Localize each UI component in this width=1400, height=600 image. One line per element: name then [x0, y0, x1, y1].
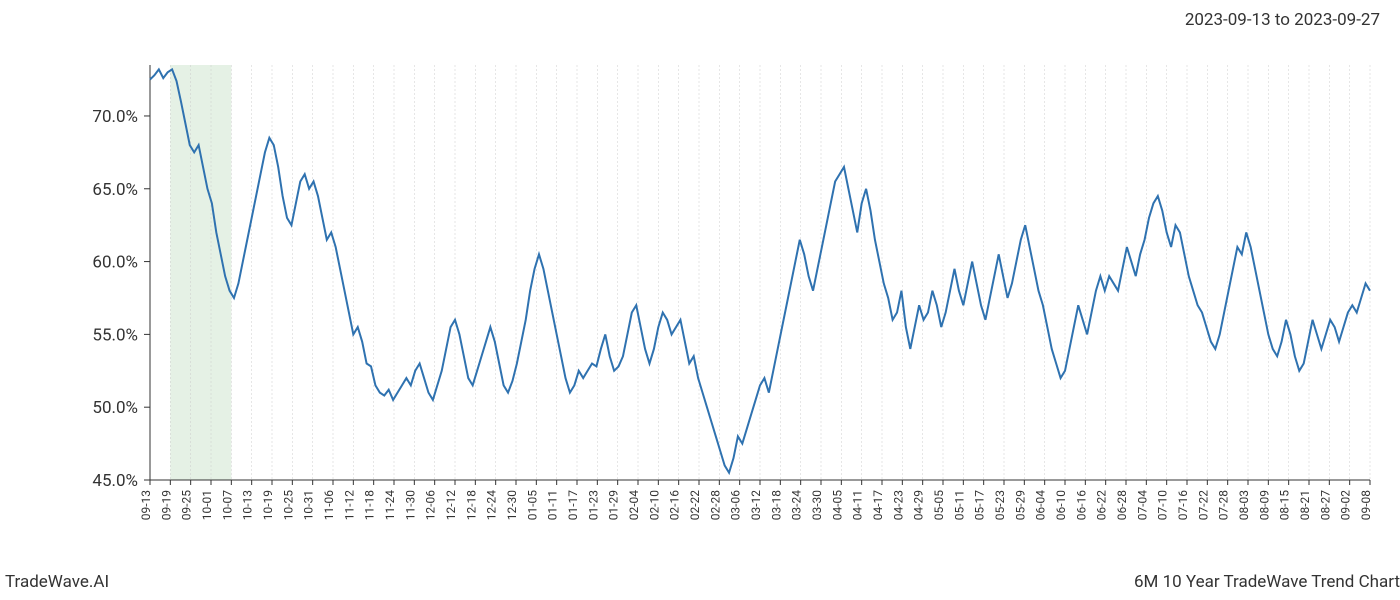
- footer-brand: TradeWave.AI: [5, 572, 109, 592]
- x-axis-label: 07-04: [1135, 490, 1149, 521]
- x-axis-label: 06-28: [1115, 490, 1129, 521]
- x-axis-label: 04-29: [912, 490, 926, 520]
- x-axis-label: 09-02: [1339, 490, 1353, 521]
- x-axis-label: 12-12: [444, 490, 458, 521]
- x-axis-label: 03-24: [790, 490, 804, 521]
- highlight-band: [170, 65, 231, 480]
- x-axis-label: 02-16: [668, 490, 682, 521]
- x-axis-label: 06-04: [1034, 490, 1048, 521]
- footer-title: 6M 10 Year TradeWave Trend Chart: [1134, 572, 1400, 592]
- x-axis-label: 12-24: [485, 490, 499, 521]
- x-axis-label: 06-10: [1054, 490, 1068, 521]
- x-axis-label: 05-29: [1013, 490, 1027, 520]
- y-axis-label: 70.0%: [92, 107, 138, 127]
- y-axis-label: 55.0%: [92, 325, 138, 345]
- x-axis-label: 03-18: [769, 490, 783, 521]
- x-axis-label: 08-21: [1298, 490, 1312, 520]
- x-axis-label: 11-24: [383, 490, 397, 521]
- x-axis-label: 08-15: [1278, 490, 1292, 521]
- x-axis-label: 06-22: [1095, 490, 1109, 521]
- x-axis-label: 10-31: [302, 490, 316, 520]
- x-axis-label: 05-05: [932, 490, 946, 521]
- x-axis-label: 05-17: [973, 490, 987, 521]
- x-axis-label: 10-13: [241, 490, 255, 520]
- x-axis-label: 09-08: [1359, 490, 1373, 521]
- x-axis-label: 06-16: [1074, 490, 1088, 521]
- x-axis-label: 02-28: [708, 490, 722, 521]
- x-axis-label: 01-23: [586, 490, 600, 520]
- x-axis-label: 01-05: [525, 490, 539, 521]
- x-axis-label: 05-23: [993, 490, 1007, 520]
- x-axis-label: 08-09: [1257, 490, 1271, 520]
- x-axis-label: 08-03: [1237, 490, 1251, 520]
- chart-container: 2023-09-13 to 2023-09-27 45.0% 50.0% 55.0%…: [0, 0, 1400, 600]
- x-axis-label: 05-11: [952, 490, 966, 520]
- y-axis-label: 60.0%: [92, 253, 138, 273]
- x-axis-label: 01-29: [607, 490, 621, 520]
- x-axis-label: 12-30: [505, 490, 519, 521]
- x-axis-label: 12-06: [424, 490, 438, 521]
- date-range-label: 2023-09-13 to 2023-09-27: [1185, 10, 1380, 30]
- x-axis-label: 08-27: [1318, 490, 1332, 521]
- x-axis-label: 11-06: [322, 490, 336, 521]
- y-axis-label: 65.0%: [92, 180, 138, 200]
- x-axis-label: 11-12: [342, 490, 356, 521]
- x-axis-label: 01-17: [566, 490, 580, 521]
- x-axis-label: 02-04: [627, 490, 641, 521]
- x-axis-label: 07-28: [1217, 490, 1231, 521]
- x-axis-label: 07-10: [1156, 490, 1170, 521]
- x-axis-label: 01-11: [546, 490, 560, 520]
- x-axis-label: 04-05: [830, 490, 844, 521]
- x-axis-label: 07-22: [1196, 490, 1210, 521]
- x-axis-label: 10-07: [220, 490, 234, 521]
- x-axis-label: 09-13: [139, 490, 153, 520]
- x-axis-label: 10-01: [200, 490, 214, 520]
- x-axis-label: 07-16: [1176, 490, 1190, 521]
- x-axis-label: 10-25: [281, 490, 295, 521]
- x-axis-label: 09-25: [180, 490, 194, 521]
- x-axis-label: 03-12: [749, 490, 763, 521]
- x-axis-label: 04-23: [891, 490, 905, 520]
- x-axis-label: 02-10: [647, 490, 661, 521]
- x-axis-label: 03-06: [729, 490, 743, 521]
- x-axis-label: 10-19: [261, 490, 275, 520]
- x-axis-label: 02-22: [688, 490, 702, 521]
- y-axis-label: 45.0%: [92, 471, 138, 491]
- x-axis-label: 04-11: [851, 490, 865, 520]
- y-axis-label: 50.0%: [92, 398, 138, 418]
- x-axis-label: 04-17: [871, 490, 885, 521]
- x-axis-label: 12-18: [464, 490, 478, 521]
- trend-chart: 45.0% 50.0% 55.0% 60.0% 65.0% 70.0% 09-13 09-19…: [0, 0, 1400, 560]
- x-axis-label: 09-19: [159, 490, 173, 520]
- x-axis-label: 11-30: [403, 490, 417, 521]
- x-axis-label: 11-18: [363, 490, 377, 521]
- x-axis-label: 03-30: [810, 490, 824, 521]
